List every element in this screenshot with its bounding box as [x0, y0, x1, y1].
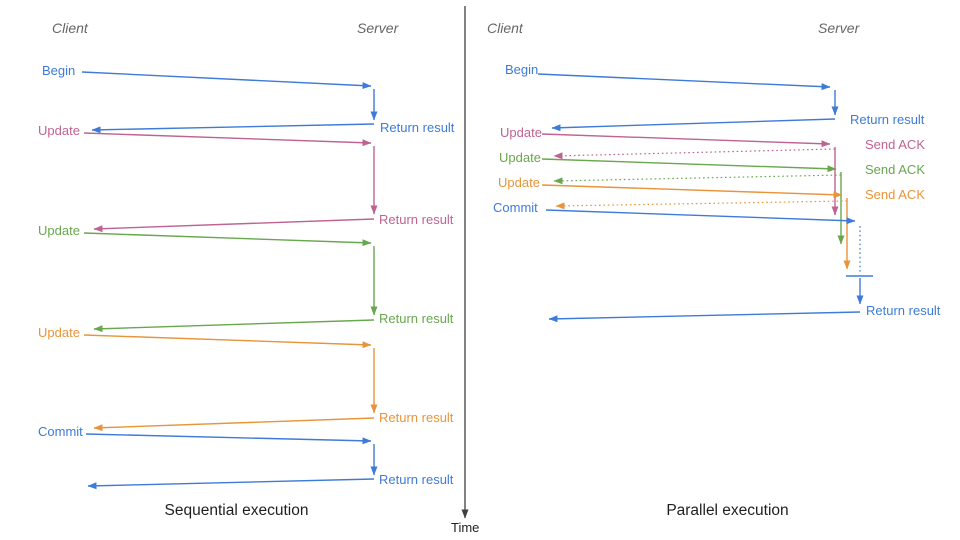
right-update3-label: Update [498, 175, 540, 190]
right-update2-label: Update [499, 150, 541, 165]
left-update1-return-label: Return result [379, 212, 454, 227]
right-panel-title: Parallel execution [666, 502, 789, 519]
right-flow-commit [545, 209, 873, 323]
left-flow-commit [85, 433, 378, 490]
right-flow-begin [537, 73, 839, 132]
left-update2-return-label: Return result [379, 311, 454, 326]
left-update2-label: Update [38, 223, 80, 238]
left-commit-label: Commit [38, 424, 83, 439]
left-flow-update-2 [83, 232, 378, 333]
right-update2-ack-label: Send ACK [865, 162, 925, 177]
right-update1-label: Update [500, 125, 542, 140]
left-update1-label: Update [38, 123, 80, 138]
right-update1-ack-label: Send ACK [865, 137, 925, 152]
left-flow-begin [81, 71, 378, 134]
time-axis-label: Time [451, 520, 480, 535]
left-update3-label: Update [38, 325, 80, 340]
right-begin-label: Begin [505, 62, 539, 77]
left-flow-update-1 [83, 132, 378, 233]
left-flow-update-3 [83, 334, 378, 432]
right-update3-ack-label: Send ACK [865, 187, 925, 202]
right-begin-return-label: Return result [850, 112, 925, 127]
right-server-header: Server [818, 20, 860, 36]
left-server-header: Server [357, 20, 399, 36]
left-begin-label: Begin [42, 63, 76, 78]
left-update3-return-label: Return result [379, 410, 454, 425]
left-commit-return-label: Return result [379, 472, 454, 487]
right-flow-update-1 [541, 133, 839, 216]
left-begin-return-label: Return result [380, 120, 455, 135]
right-commit-return-label: Return result [866, 303, 941, 318]
left-panel-title: Sequential execution [164, 502, 309, 519]
right-flow-update-2 [541, 158, 845, 245]
left-client-header: Client [52, 20, 88, 36]
right-commit-label: Commit [493, 200, 538, 215]
right-flow-update-3 [541, 184, 851, 270]
right-client-header: Client [487, 20, 523, 36]
